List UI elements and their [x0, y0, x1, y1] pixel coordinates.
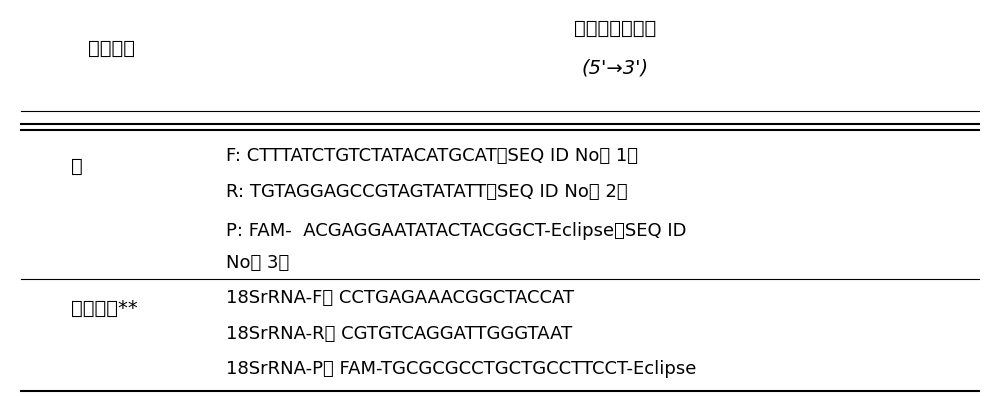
Text: 真核生物**: 真核生物**	[71, 299, 138, 318]
Text: 虎: 虎	[71, 157, 83, 176]
Text: 检测物种: 检测物种	[88, 39, 135, 58]
Text: R: TGTAGGAGCCGTAGTATATT（SEQ ID No： 2）: R: TGTAGGAGCCGTAGTATATT（SEQ ID No： 2）	[226, 183, 627, 201]
Text: 引物和探针序列: 引物和探针序列	[574, 19, 656, 38]
Text: 18SrRNA-P： FAM-TGCGCGCCTGCTGCCTTCCT-Eclipse: 18SrRNA-P： FAM-TGCGCGCCTGCTGCCTTCCT-Ecli…	[226, 360, 696, 378]
Text: No： 3）: No： 3）	[226, 254, 289, 272]
Text: F: CTTTATCTGTCTATACATGCAT（SEQ ID No： 1）: F: CTTTATCTGTCTATACATGCAT（SEQ ID No： 1）	[226, 147, 638, 164]
Text: P: FAM-  ACGAGGAATATACTACGGCT-Eclipse（SEQ ID: P: FAM- ACGAGGAATATACTACGGCT-Eclipse（SEQ…	[226, 223, 686, 240]
Text: 18SrRNA-R： CGTGTCAGGATTGGGTAAT: 18SrRNA-R： CGTGTCAGGATTGGGTAAT	[226, 325, 572, 343]
Text: 18SrRNA-F： CCTGAGAAACGGCTACCAT: 18SrRNA-F： CCTGAGAAACGGCTACCAT	[226, 289, 574, 307]
Text: (5'→3'): (5'→3')	[581, 59, 648, 78]
